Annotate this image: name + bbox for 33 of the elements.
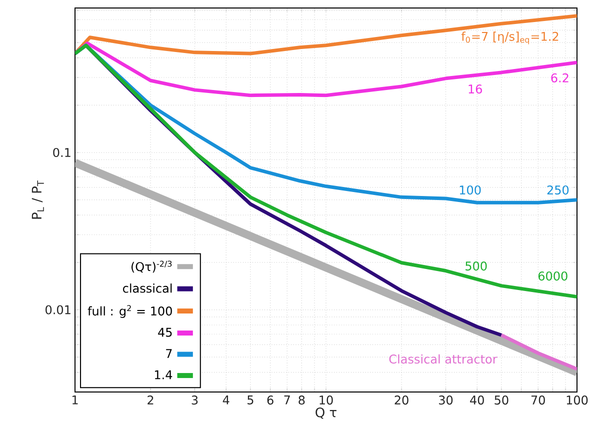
y-tick-label: 0.01 xyxy=(46,305,70,314)
legend-label: (Qτ)$^{-2/3}$ xyxy=(131,260,172,273)
legend-label: full : g$^{2}$ = 100 xyxy=(88,305,172,318)
y-tick-label: 0.1 xyxy=(53,148,70,158)
annotation: 250 xyxy=(547,185,569,195)
x-axis-title: Q τ xyxy=(316,407,336,419)
legend-label: 45 xyxy=(158,328,172,337)
legend-label: classical xyxy=(123,284,172,293)
x-tick-label: 8 xyxy=(298,396,305,405)
x-tick-label: 6 xyxy=(267,396,274,405)
legend-label: 7 xyxy=(166,349,172,358)
x-tick-label: 70 xyxy=(531,396,545,405)
annotation: Classical attractor xyxy=(389,354,498,364)
annotation: f$_{0}$=7 [η/s]$_{eq}$=1.2 xyxy=(461,32,558,44)
x-tick-label: 20 xyxy=(394,396,408,405)
x-tick-label: 30 xyxy=(439,396,453,405)
x-tick-label: 40 xyxy=(470,396,484,405)
annotation: 16 xyxy=(468,84,482,94)
x-tick-label: 2 xyxy=(148,396,154,404)
annotation: 6000 xyxy=(538,271,568,281)
x-tick-label: 10 xyxy=(320,396,333,405)
x-tick-label: 3 xyxy=(192,396,198,405)
x-tick-label: 50 xyxy=(494,396,508,405)
annotation: 500 xyxy=(466,262,487,271)
y-axis-title: P$_{L}$ / P$_{T}$ xyxy=(32,180,44,219)
x-tick-label: 7 xyxy=(284,396,290,404)
annotation: 100 xyxy=(460,185,481,195)
x-tick-label: 1 xyxy=(72,396,78,404)
annotation: 6.2 xyxy=(551,73,568,82)
x-tick-label: 5 xyxy=(248,396,254,404)
legend-label: 1.4 xyxy=(154,370,172,380)
x-tick-label: 4 xyxy=(222,396,230,404)
x-tick-label: 100 xyxy=(566,396,588,405)
